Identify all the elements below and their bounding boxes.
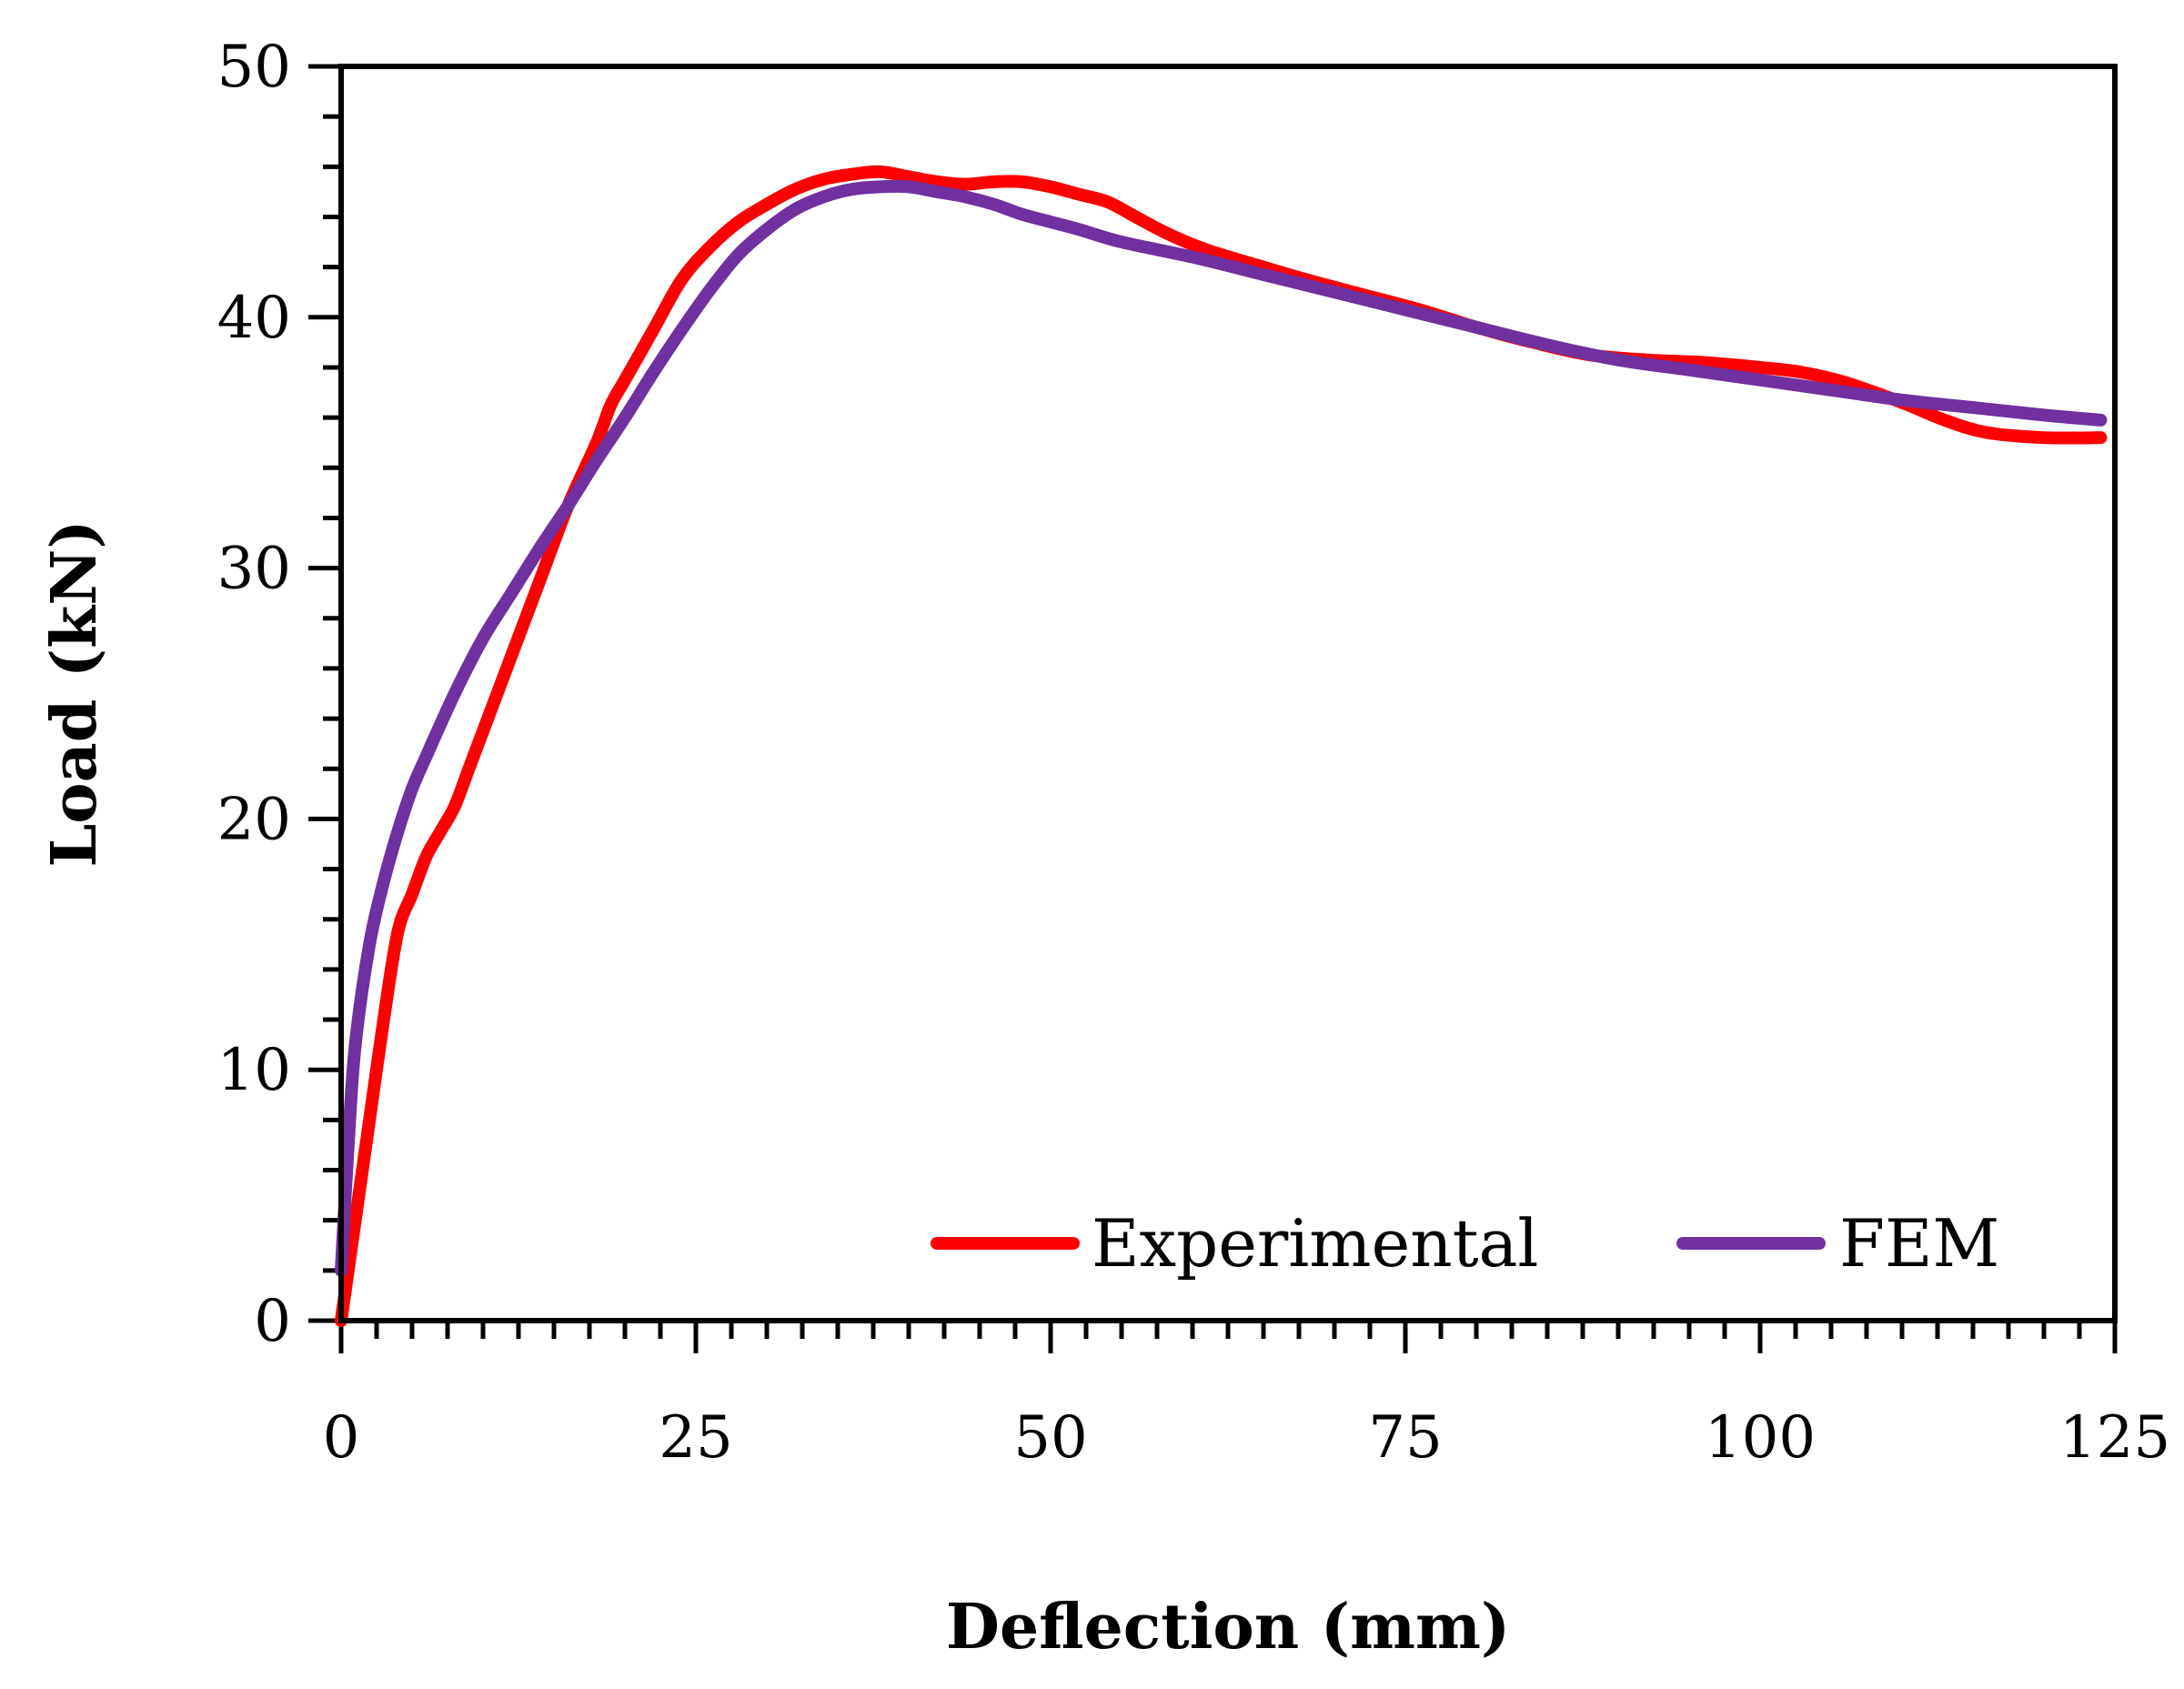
y-axis-title: Load (kN): [38, 519, 111, 867]
x-tick-label: 25: [659, 1404, 732, 1472]
x-tick-label: 0: [323, 1404, 360, 1472]
legend: Experimental FEM: [931, 1205, 1999, 1282]
legend-label-experimental: Experimental: [1092, 1205, 1538, 1282]
y-tick-label: 20: [217, 786, 291, 853]
series-line-experimental: [335, 165, 2108, 1327]
x-tick-label: 50: [1013, 1404, 1087, 1472]
legend-label-fem: FEM: [1839, 1205, 1999, 1282]
y-tick-label: 10: [217, 1037, 291, 1104]
x-tick-label: 100: [1705, 1404, 1816, 1472]
x-tick-label: 125: [2059, 1404, 2170, 1472]
series-line-fem: [335, 179, 2108, 1277]
tick-labels: 0 25 50 75 100 125 0 10 20 30 40 50: [217, 34, 2171, 1472]
y-tick-label: 30: [217, 536, 291, 603]
x-tick-label: 75: [1368, 1404, 1442, 1472]
x-axis-title: Deflection (mm): [946, 1591, 1510, 1664]
y-tick-label: 40: [217, 285, 291, 352]
y-tick-label: 0: [254, 1288, 291, 1355]
y-tick-label: 50: [217, 34, 291, 101]
series-lines: [335, 165, 2108, 1327]
axis-ticks: [308, 64, 2118, 1353]
plot-area-frame: [338, 64, 2118, 1323]
